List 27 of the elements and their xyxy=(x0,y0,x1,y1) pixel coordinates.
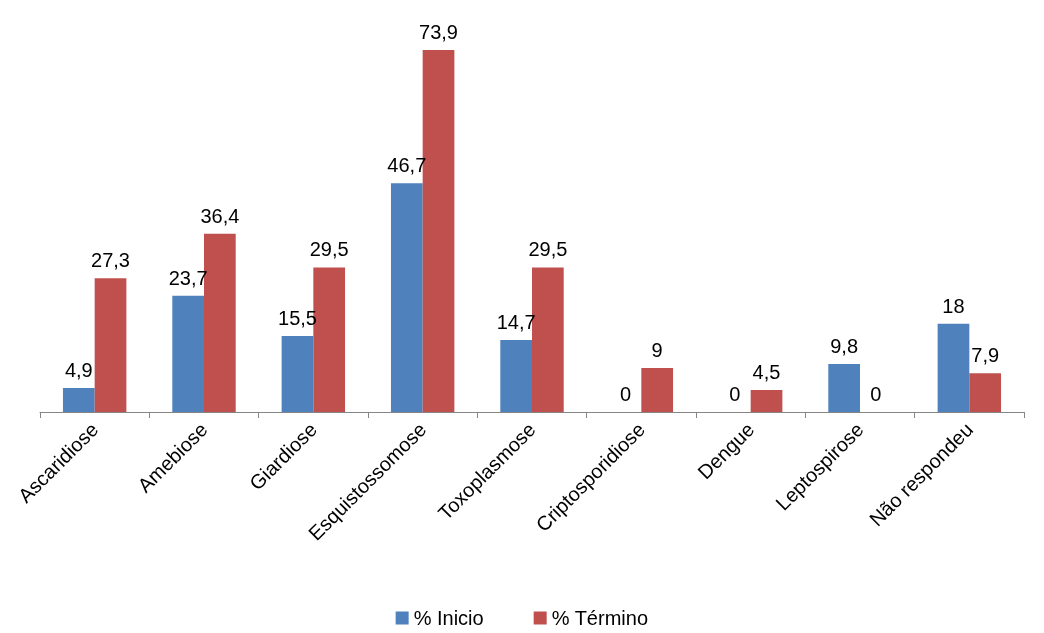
bar xyxy=(94,278,127,412)
data-label: 29,5 xyxy=(309,238,349,261)
bar xyxy=(969,373,1002,412)
legend-label: % Término xyxy=(551,607,648,629)
bar xyxy=(750,389,783,412)
data-label: 4,5 xyxy=(752,360,781,383)
data-label: 27,3 xyxy=(91,249,130,272)
bar xyxy=(937,323,970,412)
bar xyxy=(828,363,860,412)
bar xyxy=(281,336,314,412)
data-label: 0 xyxy=(729,383,741,405)
data-label: 9,8 xyxy=(830,334,859,357)
data-label: 73,9 xyxy=(419,20,458,43)
legend-label: % Inicio xyxy=(413,607,484,629)
data-label: 7,9 xyxy=(971,344,1000,367)
data-label: 18 xyxy=(942,294,965,317)
bar xyxy=(641,367,674,412)
bar xyxy=(62,387,95,412)
bar xyxy=(500,339,532,412)
data-label: 4,9 xyxy=(64,358,93,381)
data-label: 0 xyxy=(870,383,882,405)
bar xyxy=(390,183,423,412)
data-label: 0 xyxy=(619,383,632,405)
data-label: 36,4 xyxy=(200,204,240,227)
data-label: 9 xyxy=(651,338,663,361)
data-label: 29,5 xyxy=(528,238,568,261)
bar xyxy=(172,295,204,412)
